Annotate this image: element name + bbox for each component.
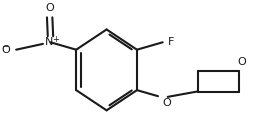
Text: N: N [45, 37, 53, 47]
Text: O: O [237, 57, 246, 67]
Text: −: − [2, 41, 10, 50]
Text: F: F [168, 37, 174, 47]
Text: O: O [2, 45, 10, 55]
Text: O: O [45, 3, 54, 13]
Text: +: + [52, 35, 59, 44]
Text: O: O [163, 98, 172, 108]
